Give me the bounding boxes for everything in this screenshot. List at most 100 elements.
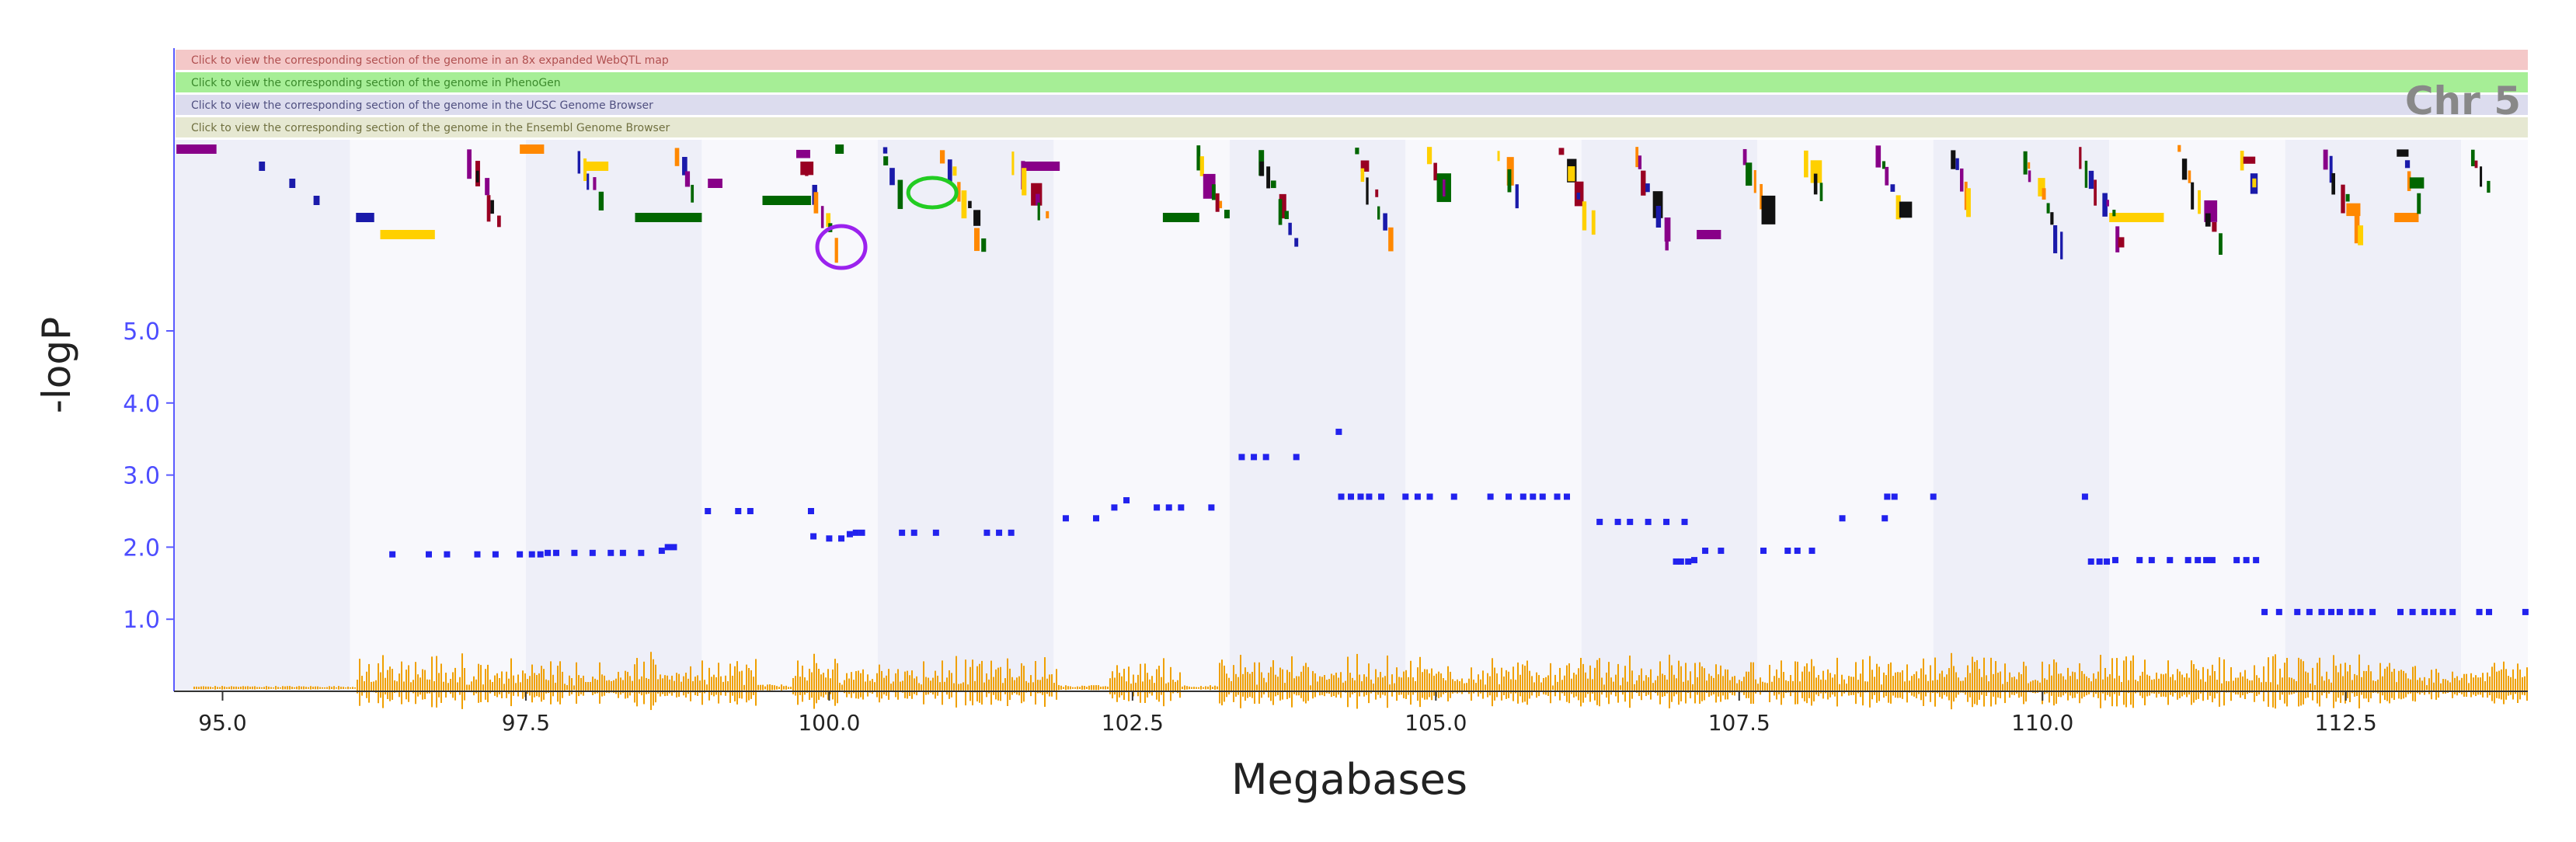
x-tick-label: 100.0: [798, 710, 860, 736]
lrs-point: [1645, 518, 1652, 525]
gene-feature: [1641, 170, 1646, 196]
lrs-point: [1564, 493, 1571, 500]
gene-feature: [1645, 183, 1650, 193]
lrs-point: [1702, 548, 1709, 555]
lrs-points: [389, 428, 2529, 615]
lrs-point: [389, 551, 396, 558]
lrs-point: [996, 529, 1003, 536]
gene-feature: [2050, 212, 2054, 225]
lrs-point: [2243, 557, 2250, 564]
gene-feature: [2252, 178, 2257, 188]
gene-feature: [1655, 206, 1662, 228]
link-bar[interactable]: [176, 117, 2528, 137]
gene-feature: [682, 157, 688, 176]
link-bar-label[interactable]: Click to view the corresponding section …: [191, 122, 670, 134]
lrs-point: [983, 529, 990, 536]
gene-feature: [813, 192, 819, 214]
gene-feature: [2042, 188, 2046, 200]
lrs-point: [2294, 608, 2301, 615]
band: [2461, 140, 2528, 691]
lrs-point: [2253, 557, 2260, 564]
gene-feature: [1507, 169, 1512, 193]
gene-feature: [2109, 213, 2164, 222]
x-tick-label: 105.0: [1405, 710, 1467, 736]
lrs-point: [1784, 548, 1791, 555]
lrs-point: [2357, 608, 2364, 615]
link-bar-label[interactable]: Click to view the corresponding section …: [191, 77, 561, 89]
lrs-point: [2096, 558, 2103, 565]
lrs-point: [1794, 548, 1801, 555]
lrs-point: [2104, 558, 2111, 565]
band: [877, 140, 1054, 691]
gene-feature: [968, 200, 972, 208]
lrs-point: [1293, 454, 1300, 461]
gene-feature: [1224, 210, 1230, 219]
band: [1933, 140, 2110, 691]
link-bar-label[interactable]: Click to view the corresponding section …: [191, 99, 653, 112]
lrs-point: [2486, 608, 2493, 615]
lrs-point: [2449, 608, 2456, 615]
gene-feature: [981, 238, 987, 252]
link-bar[interactable]: [176, 95, 2528, 115]
lrs-point: [2148, 557, 2155, 564]
lrs-point: [2421, 608, 2428, 615]
lrs-point: [571, 549, 578, 556]
gene-feature: [1355, 148, 1359, 155]
gene-feature: [1211, 184, 1216, 200]
lrs-point: [910, 529, 917, 536]
gene-feature: [485, 178, 490, 196]
gene-feature: [2329, 155, 2333, 183]
gene-feature: [583, 158, 587, 181]
lrs-point: [1663, 518, 1670, 525]
gene-feature: [1426, 147, 1432, 165]
gene-feature: [674, 148, 680, 166]
gene-feature: [796, 149, 810, 158]
x-tick-label: 97.5: [502, 710, 550, 736]
gene-feature: [1804, 150, 1808, 178]
gene-feature: [1022, 168, 1027, 196]
lrs-point: [1614, 518, 1621, 525]
gene-feature: [2118, 237, 2125, 248]
gene-feature: [1196, 145, 1201, 171]
lrs-point: [1839, 515, 1846, 522]
link-bar[interactable]: [176, 50, 2528, 70]
lrs-point: [2184, 557, 2191, 564]
gene-feature: [2028, 162, 2031, 169]
gene-feature: [635, 213, 702, 222]
lrs-point: [2203, 557, 2210, 564]
gene-feature: [1360, 168, 1365, 183]
gene-feature: [684, 171, 691, 187]
lrs-point: [2439, 608, 2446, 615]
lrs-point: [807, 508, 814, 514]
gene-feature: [820, 206, 824, 228]
lrs-point: [1519, 493, 1526, 500]
lrs-point: [1426, 493, 1433, 500]
lrs-point: [2081, 493, 2088, 500]
lrs-point: [932, 529, 939, 536]
band: [1053, 140, 1230, 691]
gene-feature: [1219, 200, 1223, 209]
gene-feature: [486, 195, 491, 222]
lrs-point: [1178, 504, 1185, 511]
gene-feature: [2084, 160, 2088, 188]
link-bar-label[interactable]: Click to view the corresponding section …: [191, 54, 669, 67]
gene-feature: [2404, 160, 2411, 169]
gene-feature: [1966, 188, 1971, 217]
lrs-point: [2409, 608, 2416, 615]
lrs-point: [2167, 557, 2174, 564]
gene-feature: [2115, 226, 2120, 252]
gene-feature: [2407, 171, 2411, 191]
y-tick-label: 2.0: [123, 534, 160, 562]
lrs-point: [1238, 454, 1245, 461]
gene-feature: [2198, 190, 2201, 214]
link-bar[interactable]: [176, 72, 2528, 92]
gene-feature: [939, 150, 945, 164]
gene-feature: [593, 177, 597, 190]
y-tick-label: 5.0: [123, 318, 160, 346]
lrs-point: [528, 551, 535, 558]
gene-feature: [1036, 193, 1040, 206]
lrs-point: [1882, 515, 1888, 522]
lrs-point: [2522, 608, 2529, 615]
